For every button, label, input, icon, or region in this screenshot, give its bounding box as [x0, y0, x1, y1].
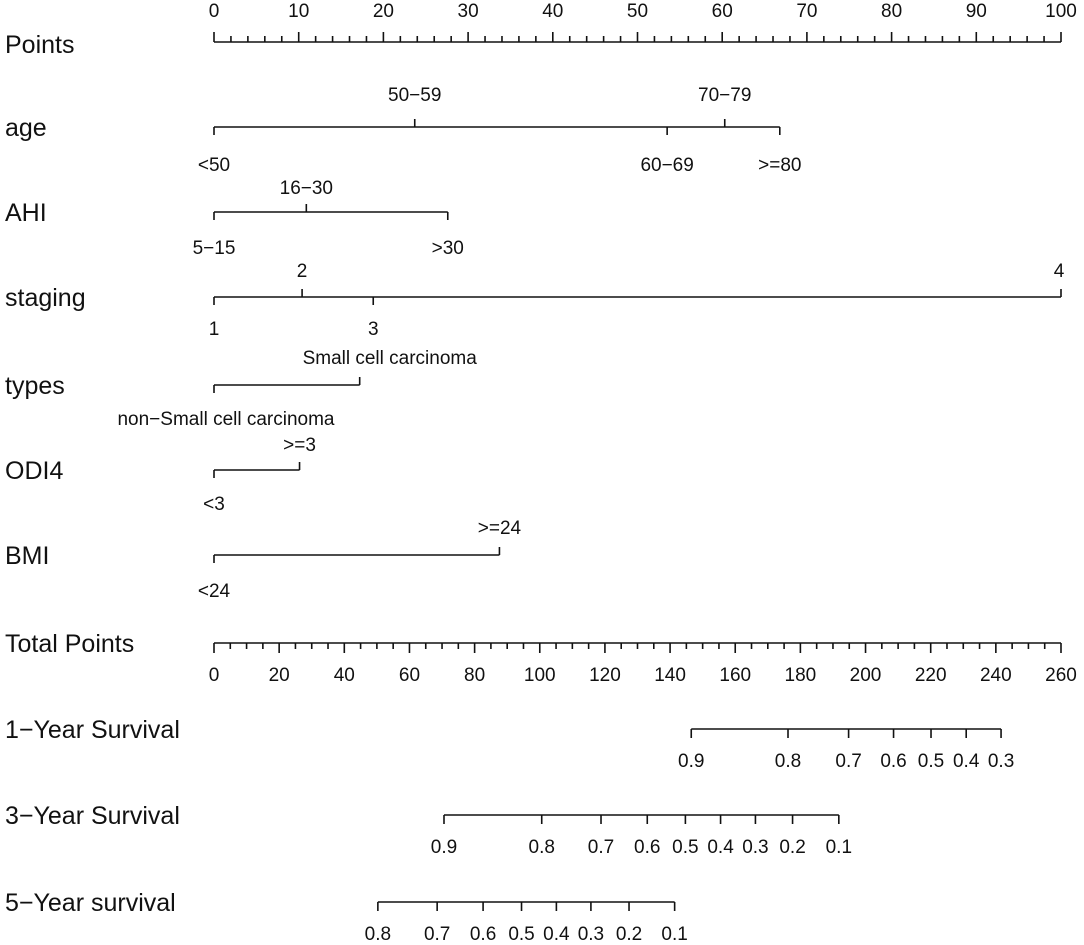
survival-tick-label: 0.7 — [588, 837, 614, 858]
total-points-tick-label: 220 — [915, 665, 947, 686]
total-points-tick-label: 0 — [209, 665, 220, 686]
level-label: Small cell carcinoma — [303, 348, 478, 369]
points-tick-label: 100 — [1045, 1, 1077, 22]
points-tick-label: 80 — [881, 1, 902, 22]
survival-tick-label: 0.8 — [775, 751, 801, 772]
survival-label-1: 1−Year Survival — [5, 716, 180, 744]
survival-tick-label: 0.4 — [707, 837, 734, 858]
survival-tick-label: 0.5 — [672, 837, 698, 858]
survival-tick-label: 0.7 — [835, 751, 861, 772]
survival-tick-label: 0.2 — [616, 924, 642, 945]
level-label: non−Small cell carcinoma — [117, 409, 334, 430]
level-label: 4 — [1054, 261, 1065, 282]
variable-label-ahi: AHI — [5, 199, 47, 227]
survival-tick-label: 0.9 — [678, 751, 704, 772]
survival-tick-label: 0.1 — [826, 837, 852, 858]
level-label: <24 — [198, 581, 231, 602]
points-tick-label: 10 — [288, 1, 309, 22]
points-tick-label: 20 — [373, 1, 394, 22]
points-tick-label: 30 — [458, 1, 479, 22]
variable-label-age: age — [5, 114, 47, 142]
points-tick-label: 90 — [966, 1, 987, 22]
survival-tick-label: 0.9 — [431, 837, 457, 858]
survival-tick-label: 0.3 — [742, 837, 768, 858]
survival-tick-label: 0.3 — [988, 751, 1014, 772]
level-label: >30 — [432, 238, 464, 259]
survival-tick-label: 0.3 — [578, 924, 604, 945]
survival-tick-label: 0.5 — [918, 751, 944, 772]
total-points-tick-label: 80 — [464, 665, 485, 686]
level-label: >=24 — [478, 518, 522, 539]
total-points-tick-label: 140 — [654, 665, 686, 686]
points-tick-label: 60 — [712, 1, 733, 22]
variable-label-types: types — [5, 372, 65, 400]
level-label: <50 — [198, 155, 230, 176]
survival-tick-label: 0.8 — [529, 837, 555, 858]
points-tick-label: 50 — [627, 1, 648, 22]
total-points-tick-label: 240 — [980, 665, 1012, 686]
survival-tick-label: 0.7 — [424, 924, 450, 945]
level-label: 5−15 — [193, 238, 236, 259]
level-label: <3 — [203, 494, 225, 515]
level-label: 50−59 — [388, 85, 441, 106]
total-points-tick-label: 180 — [785, 665, 817, 686]
level-label: >=80 — [758, 155, 801, 176]
level-label: 1 — [209, 319, 220, 340]
variable-label-odi4: ODI4 — [5, 457, 63, 485]
total-points-tick-label: 20 — [269, 665, 290, 686]
level-label: 60−69 — [640, 155, 693, 176]
survival-tick-label: 0.8 — [365, 924, 391, 945]
survival-label-3: 5−Year survival — [5, 889, 176, 917]
total-points-tick-label: 40 — [334, 665, 355, 686]
total-points-tick-label: 60 — [399, 665, 420, 686]
total-points-tick-label: 160 — [719, 665, 751, 686]
points-tick-label: 0 — [209, 1, 220, 22]
survival-tick-label: 0.4 — [543, 924, 570, 945]
points-axis-label: Points — [5, 31, 74, 59]
survival-tick-label: 0.1 — [661, 924, 687, 945]
level-label: >=3 — [283, 435, 316, 456]
points-tick-label: 70 — [796, 1, 817, 22]
variable-label-staging: staging — [5, 284, 86, 312]
level-label: 70−79 — [698, 85, 751, 106]
survival-tick-label: 0.4 — [953, 751, 980, 772]
total-points-tick-label: 200 — [850, 665, 882, 686]
level-label: 2 — [297, 261, 308, 282]
total-points-tick-label: 100 — [524, 665, 556, 686]
survival-tick-label: 0.2 — [779, 837, 805, 858]
survival-tick-label: 0.6 — [880, 751, 906, 772]
total-points-tick-label: 260 — [1045, 665, 1077, 686]
total-points-axis-label: Total Points — [5, 630, 134, 658]
total-points-tick-label: 120 — [589, 665, 621, 686]
points-tick-label: 40 — [542, 1, 563, 22]
variable-label-bmi: BMI — [5, 542, 49, 570]
survival-tick-label: 0.5 — [508, 924, 534, 945]
survival-label-2: 3−Year Survival — [5, 802, 180, 830]
level-label: 16−30 — [280, 178, 333, 199]
level-label: 3 — [368, 319, 379, 340]
survival-tick-label: 0.6 — [634, 837, 660, 858]
survival-tick-label: 0.6 — [470, 924, 496, 945]
